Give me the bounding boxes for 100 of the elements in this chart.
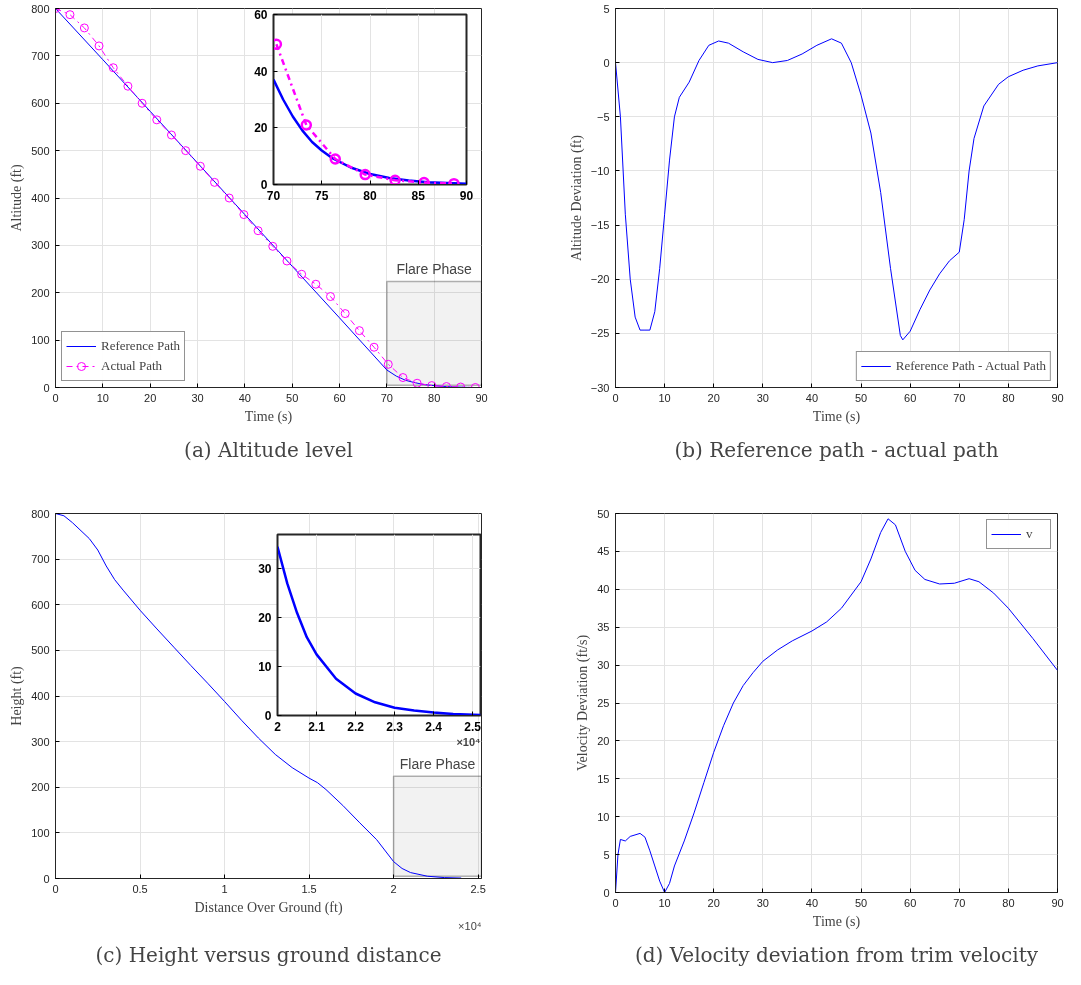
x-tick-label: 60 <box>333 391 346 404</box>
line-series <box>615 38 1058 341</box>
point <box>152 115 162 125</box>
y-tick-label: 5 <box>603 2 610 15</box>
x-tick-label: 50 <box>854 391 868 404</box>
y-tick-label: 0 <box>260 178 268 192</box>
y-tick-label: 30 <box>258 562 272 577</box>
text: ×10⁴ <box>458 919 482 932</box>
y-tick-label: 40 <box>254 64 268 79</box>
y-tick-label: 600 <box>31 598 50 611</box>
point <box>427 381 437 388</box>
x-tick-label: 2 <box>274 719 282 734</box>
x-tick-label: 0.5 <box>132 882 148 895</box>
x-tick-label: 90 <box>459 188 474 203</box>
x-tick-label: 2 <box>390 882 397 895</box>
y-tick-label: −20 <box>590 273 610 286</box>
legend-label: v <box>1026 526 1034 542</box>
x-tick-label: 2.3 <box>386 719 404 734</box>
x-tick-label: 80 <box>1002 391 1015 404</box>
y-tick-label: 800 <box>31 2 50 15</box>
y-tick-label: 700 <box>31 553 50 566</box>
x-axis-title: Distance Over Ground (ft) <box>194 899 343 916</box>
point <box>389 174 401 185</box>
y-tick-label: 5 <box>603 848 610 861</box>
y-tick-label: 0 <box>43 381 50 394</box>
x-tick-label: 70 <box>953 896 966 909</box>
y-tick-label: 600 <box>31 97 50 110</box>
x-tick-label: 2.5 <box>470 882 486 895</box>
y-tick-label: 500 <box>31 644 50 657</box>
text: (a) Altitude level <box>184 437 353 462</box>
x-tick-label: 50 <box>854 896 868 909</box>
y-tick-label: 400 <box>31 192 50 204</box>
point <box>268 241 278 251</box>
x-tick-label: 80 <box>1002 896 1015 909</box>
point <box>418 176 430 185</box>
point <box>311 279 321 289</box>
y-tick-label: 300 <box>31 239 50 252</box>
x-tick-label: 90 <box>475 391 488 404</box>
x-tick-label: 0 <box>52 391 59 404</box>
y-tick-label: 200 <box>31 781 50 794</box>
band-label: Flare Phase <box>399 756 476 773</box>
point <box>326 292 336 302</box>
point <box>398 373 408 383</box>
x-tick-label: 40 <box>805 391 819 404</box>
y-tick-label: 25 <box>597 697 610 709</box>
text: (c) Height versus ground distance <box>95 942 442 967</box>
x-axis-title: Time (s) <box>244 408 293 425</box>
text: (b) Reference path - actual path <box>674 437 999 462</box>
point <box>210 177 220 187</box>
text: (d) Velocity deviation from trim velocity <box>634 942 1039 967</box>
x-tick-label: 60 <box>904 896 917 909</box>
x-tick-label: 1.5 <box>301 882 317 895</box>
x-tick-label: 0 <box>52 882 59 895</box>
x-tick-label: 20 <box>707 391 720 404</box>
y-axis-title: Velocity Deviation (ft/s) <box>575 634 592 772</box>
x-tick-label: 2.5 <box>464 719 482 734</box>
y-tick-label: 30 <box>597 659 610 672</box>
y-tick-label: 100 <box>31 826 50 839</box>
point <box>123 81 133 91</box>
point <box>340 309 350 319</box>
y-tick-label: 45 <box>597 545 610 558</box>
x-tick-label: 40 <box>238 391 251 404</box>
x-tick-label: 40 <box>805 896 819 909</box>
point <box>65 10 75 20</box>
x-tick-label: 20 <box>707 896 720 909</box>
x-tick-label: 10 <box>658 896 671 909</box>
x-tick-label: 85 <box>411 188 426 203</box>
point <box>383 359 393 369</box>
x-tick-label: 0 <box>612 896 619 909</box>
legend-label: Reference Path - Actual Path <box>895 358 1046 374</box>
y-tick-label: −15 <box>590 219 610 232</box>
y-axis-title: Altitude Deviation (ft) <box>568 134 585 261</box>
y-tick-label: 800 <box>31 507 50 520</box>
x-tick-label: 70 <box>953 391 966 404</box>
point <box>354 326 364 336</box>
y-tick-label: 15 <box>597 772 610 785</box>
point <box>297 269 307 279</box>
x-tick-label: 2.1 <box>308 719 326 734</box>
x-tick-label: 2.2 <box>347 719 365 734</box>
point <box>282 256 292 266</box>
point <box>224 193 234 203</box>
band-label: Flare Phase <box>396 261 473 278</box>
x-tick-label: 0 <box>612 391 619 404</box>
y-tick-label: 400 <box>31 690 50 702</box>
x-tick-label: 10 <box>658 391 671 404</box>
y-tick-label: 0 <box>264 709 272 723</box>
y-axis-title: Altitude (ft) <box>9 164 26 232</box>
y-tick-label: 35 <box>597 621 610 634</box>
y-tick-label: 0 <box>603 56 610 69</box>
x-tick-label: 50 <box>286 391 299 404</box>
point <box>239 210 249 220</box>
x-tick-label: 20 <box>144 391 157 404</box>
x-tick-label: 60 <box>904 391 917 404</box>
legend-label: Reference Path <box>101 338 181 354</box>
y-tick-label: 20 <box>254 121 268 136</box>
y-tick-label: 20 <box>597 734 610 747</box>
y-tick-label: 50 <box>597 507 610 520</box>
point <box>195 161 205 171</box>
y-tick-label: 300 <box>31 735 50 748</box>
annotation: ×10⁴ <box>456 735 481 748</box>
